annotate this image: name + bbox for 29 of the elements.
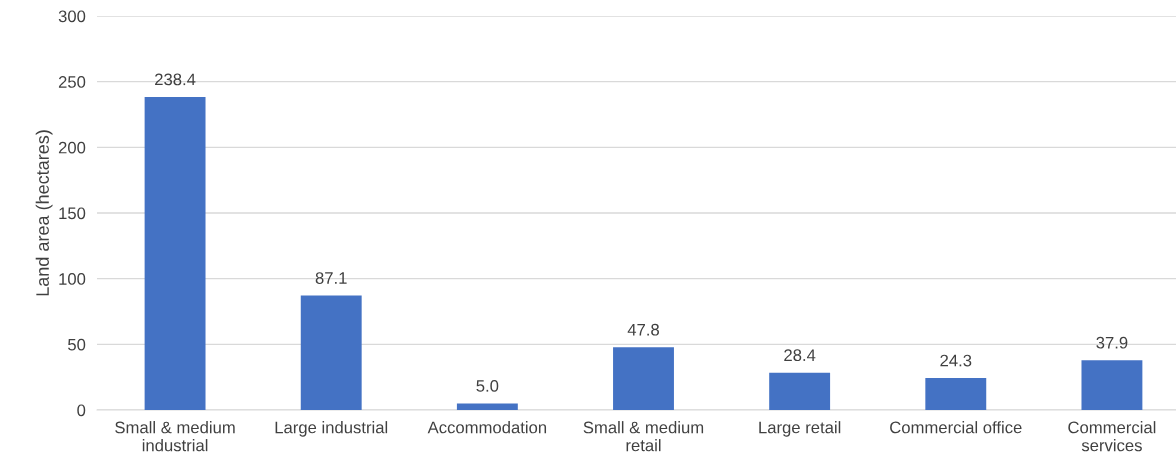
x-tick-label: Commercial office xyxy=(890,421,1022,434)
data-label: 87.1 xyxy=(315,272,347,284)
y-tick-label: 100 xyxy=(59,273,86,285)
bar xyxy=(925,378,987,410)
bar xyxy=(1081,360,1143,410)
data-label: 24.3 xyxy=(940,354,972,367)
y-axis-title: Land area (hectares) xyxy=(35,130,53,296)
bar xyxy=(300,295,362,410)
data-label: 5.0 xyxy=(476,380,499,392)
y-tick-label: 200 xyxy=(58,141,86,154)
bar xyxy=(456,403,518,410)
data-label: 37.9 xyxy=(1096,336,1128,349)
bar xyxy=(144,96,206,410)
bar xyxy=(769,372,831,410)
data-label: 47.8 xyxy=(627,323,659,336)
y-tick-label: 150 xyxy=(59,207,86,220)
x-tick-label: Small & medium industrial xyxy=(115,421,235,452)
x-tick-label: Commercial services xyxy=(1068,421,1156,452)
x-tick-label: Large retail xyxy=(759,421,841,437)
x-tick-label: Small & medium retail xyxy=(583,421,704,452)
y-tick-label: 0 xyxy=(77,404,86,417)
y-tick-label: 300 xyxy=(58,10,86,23)
bar xyxy=(613,347,674,410)
x-tick-label: Large industrial xyxy=(275,421,388,437)
data-label: 28.4 xyxy=(784,349,816,362)
data-label: 238.4 xyxy=(155,73,196,86)
y-tick-label: 250 xyxy=(58,76,86,88)
y-tick-label: 50 xyxy=(68,338,86,351)
x-tick-label: Accommodation xyxy=(427,421,547,434)
